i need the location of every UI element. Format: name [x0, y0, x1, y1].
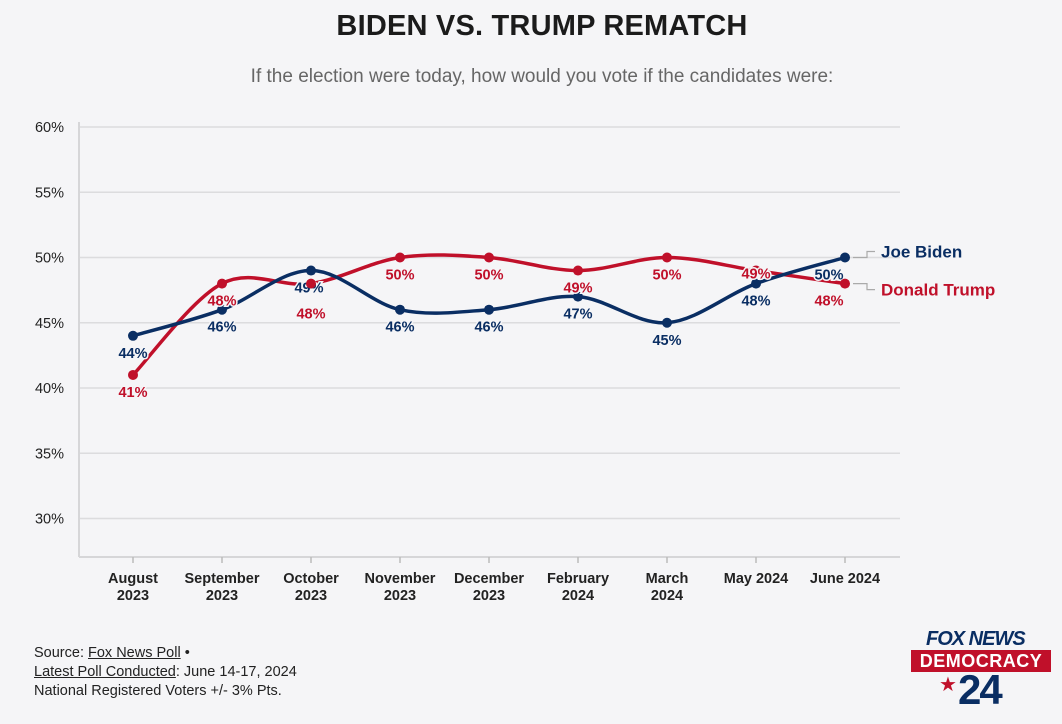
trump-point	[662, 252, 672, 263]
latest-poll-label: Latest Poll Conducted	[34, 664, 176, 680]
y-tick-label: 50%	[35, 251, 64, 267]
trump-data-label: 48%	[296, 307, 325, 323]
biden-point	[751, 278, 761, 289]
trump-data-label: 49%	[741, 267, 770, 283]
trump-data-label: 48%	[814, 294, 843, 310]
source-prefix: Source:	[34, 645, 88, 661]
biden-data-label: 46%	[474, 320, 503, 336]
biden-data-label: 46%	[207, 320, 236, 336]
trump-point	[573, 265, 583, 276]
logo-brand: FOX NEWS	[926, 628, 1026, 650]
x-tick-line: September	[185, 571, 260, 587]
biden-point	[840, 252, 850, 263]
biden-point	[217, 304, 227, 315]
trump-point	[751, 265, 761, 276]
x-tick-line: 2023	[384, 588, 416, 604]
logo-banner: DEMOCRACY	[911, 650, 1051, 672]
biden-point	[306, 265, 316, 276]
trump-data-label: 49%	[563, 281, 592, 297]
biden-data-label: 50%	[814, 268, 843, 284]
trump-point	[128, 369, 138, 380]
trump-point	[395, 252, 405, 263]
x-tick-label: June 2024	[810, 571, 880, 587]
biden-point	[484, 304, 494, 315]
x-tick-line: March	[646, 571, 689, 587]
trump-data-label: 50%	[652, 268, 681, 284]
biden-point	[128, 330, 138, 341]
biden-data-label: 48%	[741, 294, 770, 310]
x-tick-label: October 2023	[283, 571, 339, 604]
biden-data-label: 47%	[563, 307, 592, 323]
trump-point	[840, 278, 850, 289]
logo-year: 24	[958, 666, 1003, 713]
latest-poll-value: : June 14-17, 2024	[175, 664, 297, 680]
trump-data-label: 48%	[207, 294, 236, 310]
x-tick-line: August	[108, 571, 158, 587]
source-link[interactable]: Fox News Poll	[88, 645, 181, 661]
trump-data-label: 41%	[118, 385, 147, 401]
x-tick-label: May 2024	[724, 571, 789, 587]
x-tick-line: 2023	[473, 588, 505, 604]
x-tick-line: October	[283, 571, 339, 587]
x-tick-line: 2024	[562, 588, 594, 604]
biden-data-label: 45%	[652, 333, 681, 349]
x-tick-line: 2023	[117, 588, 149, 604]
x-tick-label: February 2024	[547, 571, 609, 604]
biden-data-label: 44%	[118, 346, 147, 362]
x-tick-label: September 2023	[185, 571, 260, 604]
biden-point	[573, 291, 583, 302]
chart-title: BIDEN VS. TRUMP REMATCH	[336, 10, 748, 42]
y-tick-label: 45%	[35, 316, 64, 332]
biden-data-label: 49%	[294, 281, 323, 297]
biden-point	[662, 317, 672, 328]
y-tick-label: 35%	[35, 446, 64, 462]
x-tick-label: December 2023	[454, 571, 524, 604]
x-tick-line: 2023	[206, 588, 238, 604]
y-tick-label: 60%	[35, 120, 64, 136]
x-tick-line: June 2024	[810, 571, 880, 587]
trump-leader-line	[853, 283, 875, 291]
legend-biden: Joe Biden	[881, 243, 962, 262]
biden-point	[395, 304, 405, 315]
x-tick-line: November	[365, 571, 436, 587]
x-tick-line: 2024	[651, 588, 683, 604]
biden-leader-line	[853, 250, 875, 259]
trump-data-label: 50%	[474, 268, 503, 284]
source-note: Source: Fox News Poll • Latest Poll Cond…	[34, 644, 297, 701]
trump-point	[306, 278, 316, 289]
x-tick-label: August 2023	[108, 571, 158, 604]
star-icon: ★	[939, 674, 957, 696]
trump-point	[484, 252, 494, 263]
chart-subtitle: If the election were today, how would yo…	[250, 66, 834, 87]
source-bullet: •	[180, 645, 190, 661]
y-tick-label: 55%	[35, 185, 64, 201]
x-tick-line: December	[454, 571, 524, 587]
x-tick-line: May 2024	[724, 571, 789, 587]
y-tick-label: 30%	[35, 512, 64, 528]
x-tick-label: March 2024	[646, 571, 689, 604]
x-tick-label: November 2023	[365, 571, 436, 604]
legend-trump: Donald Trump	[881, 281, 995, 300]
x-tick-line: 2023	[295, 588, 327, 604]
trump-data-label: 50%	[385, 268, 414, 284]
sample-note: National Registered Voters +/- 3% Pts.	[34, 683, 282, 699]
fox-democracy-logo: FOX NEWS DEMOCRACY ★ 24	[906, 624, 1056, 718]
trump-point	[217, 278, 227, 289]
biden-data-label: 46%	[385, 320, 414, 336]
y-tick-label: 40%	[35, 381, 64, 397]
x-tick-line: February	[547, 571, 609, 587]
